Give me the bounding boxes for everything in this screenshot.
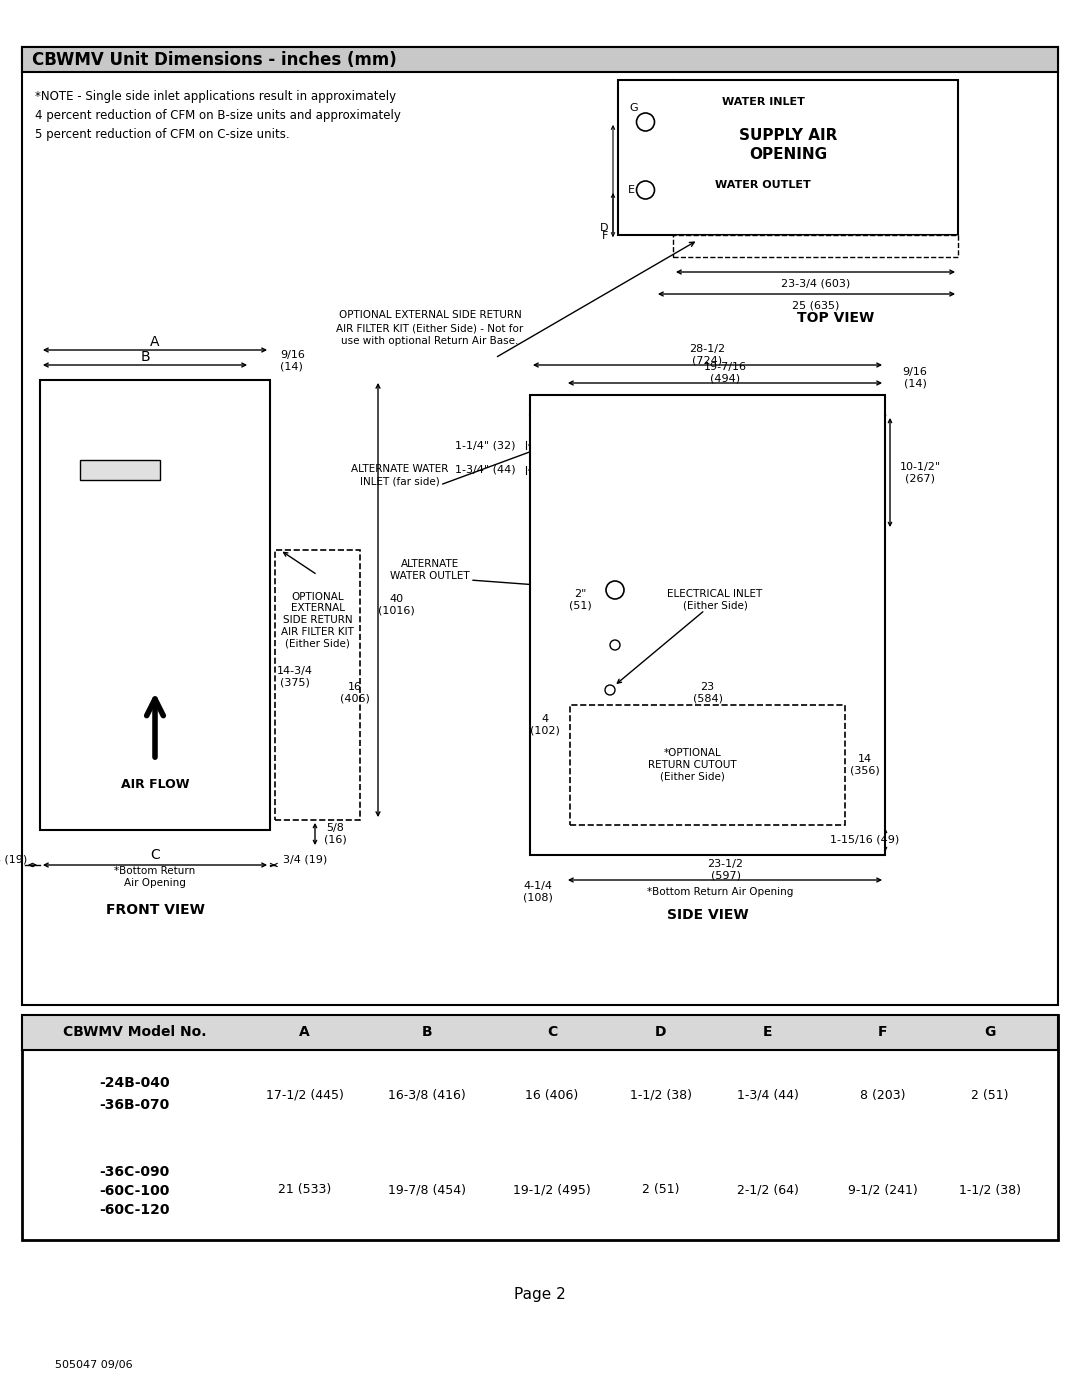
- Text: B: B: [421, 1025, 432, 1039]
- Text: -36B-070: -36B-070: [99, 1098, 170, 1112]
- Text: WATER OUTLET: WATER OUTLET: [715, 180, 811, 190]
- Text: CBWMV Unit Dimensions - inches (mm): CBWMV Unit Dimensions - inches (mm): [32, 52, 396, 68]
- Text: 2"
(51): 2" (51): [569, 590, 592, 610]
- Text: 9/16
(14): 9/16 (14): [280, 351, 305, 372]
- Text: E: E: [627, 184, 635, 196]
- Text: 23-3/4 (603): 23-3/4 (603): [781, 278, 850, 288]
- Text: ALTERNATE
WATER OUTLET: ALTERNATE WATER OUTLET: [390, 559, 470, 581]
- Bar: [673, 235, 958, 257]
- Text: 5/8
(16): 5/8 (16): [324, 823, 347, 845]
- Text: 28-1/2
(724): 28-1/2 (724): [689, 344, 726, 366]
- Text: 8 (203): 8 (203): [860, 1088, 905, 1101]
- Text: -60C-100: -60C-100: [99, 1185, 170, 1199]
- Text: 1-1/4" (32): 1-1/4" (32): [455, 440, 515, 450]
- Text: 3/4 (19): 3/4 (19): [0, 855, 27, 865]
- Text: 505047 09/06: 505047 09/06: [55, 1361, 133, 1370]
- Text: 40
(1016): 40 (1016): [378, 594, 415, 616]
- Text: 1-1/2 (38): 1-1/2 (38): [959, 1183, 1021, 1196]
- Text: SIDE VIEW: SIDE VIEW: [666, 908, 748, 922]
- Bar: [618, 80, 958, 235]
- Text: A: A: [299, 1025, 310, 1039]
- Text: 23
(584): 23 (584): [692, 682, 723, 704]
- Text: D: D: [656, 1025, 666, 1039]
- Text: F: F: [878, 1025, 888, 1039]
- Text: WATER INLET: WATER INLET: [721, 96, 805, 108]
- Text: F: F: [602, 231, 608, 242]
- Text: ELECTRICAL INLET
(Either Side): ELECTRICAL INLET (Either Side): [667, 590, 762, 610]
- Text: 21 (533): 21 (533): [278, 1183, 332, 1196]
- Text: G: G: [984, 1025, 996, 1039]
- Text: ALTERNATE WATER
INLET (far side): ALTERNATE WATER INLET (far side): [351, 464, 448, 486]
- Bar: [275, 550, 360, 820]
- Text: FRONT VIEW: FRONT VIEW: [106, 902, 204, 916]
- Text: 19-7/8 (454): 19-7/8 (454): [388, 1183, 465, 1196]
- Text: 9-1/2 (241): 9-1/2 (241): [848, 1183, 917, 1196]
- Text: B: B: [140, 351, 150, 365]
- Text: Page 2: Page 2: [514, 1288, 566, 1302]
- Text: -24B-040: -24B-040: [99, 1076, 170, 1090]
- Text: OPTIONAL
EXTERNAL
SIDE RETURN
AIR FILTER KIT
(Either Side): OPTIONAL EXTERNAL SIDE RETURN AIR FILTER…: [281, 592, 354, 648]
- Text: 2 (51): 2 (51): [971, 1088, 1009, 1101]
- Text: 1-3/4" (44): 1-3/4" (44): [455, 465, 515, 475]
- Text: *Bottom Return
Air Opening: *Bottom Return Air Opening: [114, 866, 195, 888]
- Text: 1-15/16 (49): 1-15/16 (49): [831, 835, 900, 845]
- Text: 14-3/4
(375): 14-3/4 (375): [276, 666, 313, 687]
- Text: 16
(406): 16 (406): [340, 682, 370, 704]
- Text: G: G: [629, 103, 637, 113]
- Text: 3/4 (19): 3/4 (19): [283, 855, 327, 865]
- Text: OPTIONAL EXTERNAL SIDE RETURN
AIR FILTER KIT (Either Side) - Not for
use with op: OPTIONAL EXTERNAL SIDE RETURN AIR FILTER…: [336, 310, 524, 346]
- Text: CBWMV Model No.: CBWMV Model No.: [63, 1025, 206, 1039]
- Text: 16 (406): 16 (406): [525, 1088, 579, 1101]
- Text: *Bottom Return Air Opening: *Bottom Return Air Opening: [647, 887, 793, 897]
- Bar: [22, 1016, 1058, 1241]
- Text: AIR FLOW: AIR FLOW: [121, 778, 189, 792]
- Text: 10-1/2"
(267): 10-1/2" (267): [900, 461, 941, 483]
- Text: E: E: [762, 1025, 772, 1039]
- Text: 9/16
(14): 9/16 (14): [903, 367, 928, 388]
- Text: C: C: [150, 848, 160, 862]
- Bar: [40, 380, 270, 830]
- Text: *NOTE - Single side inlet applications result in approximately
4 percent reducti: *NOTE - Single side inlet applications r…: [35, 89, 401, 141]
- Text: 25 (635): 25 (635): [792, 300, 839, 310]
- Text: 19-7/16
(494): 19-7/16 (494): [703, 362, 746, 384]
- Text: TOP VIEW: TOP VIEW: [797, 312, 874, 326]
- Text: 17-1/2 (445): 17-1/2 (445): [266, 1088, 343, 1101]
- Text: 4
(102): 4 (102): [530, 714, 559, 736]
- Bar: [22, 47, 1058, 1004]
- Text: 23-1/2
(597): 23-1/2 (597): [707, 859, 743, 880]
- Text: A: A: [150, 335, 160, 349]
- Text: C: C: [546, 1025, 557, 1039]
- Text: 2-1/2 (64): 2-1/2 (64): [737, 1183, 798, 1196]
- Bar: [80, 460, 160, 481]
- Text: 1-3/4 (44): 1-3/4 (44): [737, 1088, 798, 1101]
- Bar: [22, 1016, 1058, 1051]
- Text: -60C-120: -60C-120: [99, 1203, 170, 1217]
- Text: -36C-090: -36C-090: [99, 1165, 170, 1179]
- Text: *OPTIONAL
RETURN CUTOUT
(Either Side): *OPTIONAL RETURN CUTOUT (Either Side): [648, 749, 737, 781]
- Text: 2 (51): 2 (51): [643, 1183, 679, 1196]
- Bar: [22, 47, 1058, 73]
- Bar: [570, 705, 845, 826]
- Text: SUPPLY AIR
OPENING: SUPPLY AIR OPENING: [739, 129, 837, 162]
- Text: D: D: [600, 224, 608, 233]
- Text: 1-1/2 (38): 1-1/2 (38): [630, 1088, 692, 1101]
- Bar: [530, 395, 885, 855]
- Text: 19-1/2 (495): 19-1/2 (495): [513, 1183, 591, 1196]
- Text: 16-3/8 (416): 16-3/8 (416): [388, 1088, 465, 1101]
- Text: 14
(356): 14 (356): [850, 754, 880, 775]
- Text: 4-1/4
(108): 4-1/4 (108): [523, 882, 553, 902]
